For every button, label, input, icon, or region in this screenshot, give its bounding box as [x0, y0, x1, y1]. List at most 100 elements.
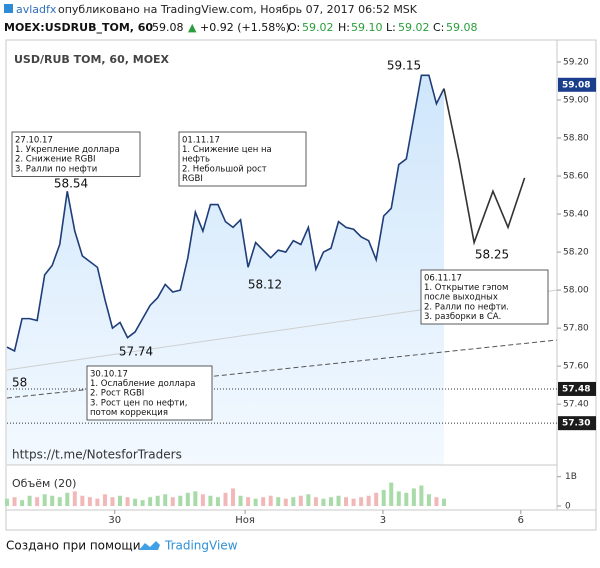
note-line: 30.10.17: [90, 370, 128, 380]
volume-bar: [223, 492, 228, 506]
y-tick-label: 59.20: [563, 57, 589, 67]
volume-bar: [426, 494, 431, 506]
projection-line: [443, 88, 526, 246]
volume-bar: [246, 497, 251, 506]
note-line: RGBI: [182, 174, 203, 184]
volume-bar: [110, 497, 115, 506]
price-annotation: 58.25: [475, 248, 509, 262]
volume-bar: [215, 497, 220, 506]
volume-bar: [185, 492, 190, 506]
made-with: Создано при помощи: [6, 539, 141, 553]
x-tick-label: Ноя: [235, 515, 255, 526]
volume-bar: [140, 500, 145, 506]
price-annotation: 58.54: [54, 177, 88, 191]
volume-bar: [35, 497, 40, 506]
note-box: [86, 365, 213, 421]
volume-bar: [336, 495, 341, 506]
note-line: 3. Рост цен по нефти,: [90, 398, 187, 408]
last: 59.08: [152, 21, 184, 34]
volume-bar: [268, 495, 273, 506]
x-tick-label: 3: [380, 515, 386, 526]
volume-bar: [328, 497, 333, 506]
y-tick-label: 57.40: [563, 400, 589, 410]
volume-bar: [238, 495, 243, 506]
arrow: ▲: [188, 21, 197, 34]
note-line: 3. Ралли по нефти: [15, 164, 97, 174]
volume-bar: [419, 485, 424, 506]
volume-tick-label: 0: [565, 502, 571, 512]
y-tick-label: 59.00: [563, 95, 589, 105]
volume-bar: [200, 494, 205, 506]
volume-bar: [27, 495, 32, 506]
volume-bar: [5, 498, 9, 506]
volume-bar: [102, 494, 107, 506]
o-label: O:: [288, 21, 300, 34]
note-line: 1. Ослабление доллара: [90, 379, 196, 389]
x-tick-label: 30: [108, 515, 121, 526]
volume-bar: [344, 497, 349, 506]
header: avladfx опубликовано на TradingView.com,…: [4, 3, 478, 34]
volume-bar: [396, 491, 401, 506]
price-line-label: 57.48: [562, 384, 590, 394]
note-line: 3. разборки в СА.: [424, 312, 501, 322]
price-line-series: [6, 74, 445, 353]
price-annotation: 58.12: [248, 278, 282, 292]
note-line: 2. Ралли по нефти.: [424, 302, 509, 312]
volume-bar: [366, 495, 371, 506]
c-label: C:: [433, 21, 444, 34]
brand-logo: [139, 541, 160, 550]
chart-frame: [5, 39, 597, 531]
price-line-label: 57.30: [562, 419, 590, 429]
note-line: 2. Снижение RGBI: [15, 155, 96, 165]
watermark: https://t.me/NotesforTraders: [12, 448, 182, 462]
l-label: L:: [386, 21, 396, 34]
y-tick-label: 57.60: [563, 362, 589, 372]
current-price-label: 59.08: [562, 80, 590, 90]
volume-bar: [359, 497, 364, 506]
author[interactable]: avladfx: [16, 3, 57, 16]
price-annotation: 58: [12, 376, 27, 390]
volume-bar: [283, 498, 288, 506]
price-annotation: 57.74: [119, 345, 153, 359]
published: опубликовано на TradingView.com, Ноябрь …: [58, 3, 418, 16]
volume-bar: [389, 482, 394, 506]
volume-bar: [253, 498, 258, 506]
note-line: 2. Рост RGBI: [90, 389, 144, 399]
volume-bar: [178, 495, 183, 506]
volume-bar: [434, 497, 439, 506]
volume-bar: [133, 498, 138, 506]
note-line: 2. Небольшой рост: [182, 164, 267, 174]
volume-bar: [193, 491, 198, 506]
volume-bar: [50, 495, 55, 506]
brand[interactable]: TradingView: [164, 539, 238, 553]
volume-bar: [72, 491, 77, 506]
volume-bar: [404, 492, 409, 506]
volume-bar: [155, 495, 160, 506]
h: 59.10: [351, 21, 383, 34]
volume-bar: [351, 498, 356, 506]
volume-bar: [65, 492, 70, 506]
note-line: после выходных: [424, 293, 498, 303]
y-tick-label: 57.80: [563, 324, 589, 334]
volume-bar: [381, 489, 386, 506]
h-label: H:: [338, 21, 350, 34]
volume-bar: [298, 495, 303, 506]
note-line: 1. Снижение цен на: [182, 145, 272, 155]
note-line: 1. Укрепление доллара: [15, 145, 120, 155]
price-annotation: 59.15: [387, 59, 421, 73]
y-tick-label: 58.80: [563, 134, 589, 144]
volume-bar: [125, 497, 130, 506]
note-line: 1. Открытие гэпом: [424, 283, 508, 293]
note-line: 01.11.17: [182, 136, 220, 146]
volume-bar: [80, 495, 85, 506]
note-line: 27.10.17: [15, 136, 53, 146]
x-tick-label: 6: [518, 515, 524, 526]
symbol: MOEX:USDRUB_TOM, 60: [4, 21, 153, 34]
price-line-tag: [558, 416, 596, 431]
volume-bar: [148, 497, 153, 506]
chart-title: USD/RUB TOM, 60, MOEX: [14, 53, 170, 66]
volume-bar: [12, 497, 17, 506]
volume-bar: [441, 498, 446, 506]
note-line: нефть: [182, 155, 210, 165]
